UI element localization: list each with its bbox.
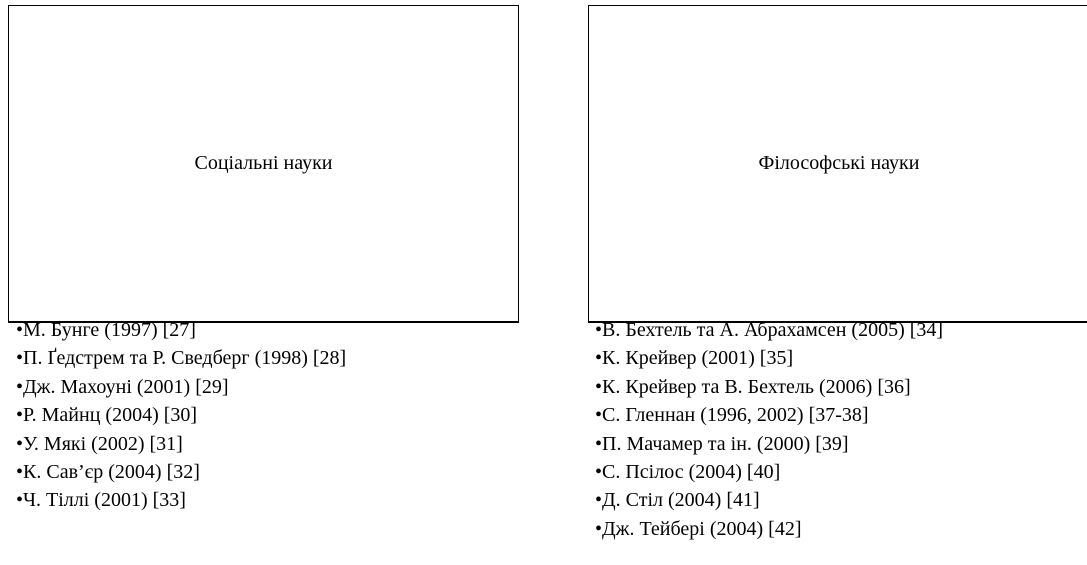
reference-item: В. Бехтель та А. Абрахамсен (2005) [34] bbox=[595, 316, 943, 344]
reference-item: С. Гленнан (1996, 2002) [37-38] bbox=[595, 401, 943, 429]
category-title: Соціальні науки bbox=[194, 152, 333, 174]
reference-item: С. Псілос (2004) [40] bbox=[595, 458, 943, 486]
reference-item: Ч. Тіллі (2001) [33] bbox=[16, 486, 346, 514]
reference-item: Дж. Махоуні (2001) [29] bbox=[16, 373, 346, 401]
reference-item: У. Мякі (2002) [31] bbox=[16, 430, 346, 458]
reference-item: П. Ґедстрем та Р. Сведберг (1998) [28] bbox=[16, 344, 346, 372]
category-box: Філософські науки bbox=[588, 5, 1087, 323]
reference-item: Дж. Тейбері (2004) [42] bbox=[595, 515, 943, 543]
reference-item: Д. Стіл (2004) [41] bbox=[595, 486, 943, 514]
reference-list: М. Бунге (1997) [27]П. Ґедстрем та Р. Св… bbox=[16, 316, 346, 515]
reference-list: В. Бехтель та А. Абрахамсен (2005) [34]К… bbox=[595, 316, 943, 543]
category-title: Філософські науки bbox=[758, 152, 920, 174]
category-box: Соціальні науки bbox=[8, 5, 519, 323]
reference-item: К. Крейвер (2001) [35] bbox=[595, 344, 943, 372]
reference-item: К. Сав’єр (2004) [32] bbox=[16, 458, 346, 486]
reference-item: К. Крейвер та В. Бехтель (2006) [36] bbox=[595, 373, 943, 401]
reference-item: П. Мачамер та ін. (2000) [39] bbox=[595, 430, 943, 458]
reference-item: Р. Майнц (2004) [30] bbox=[16, 401, 346, 429]
reference-item: М. Бунге (1997) [27] bbox=[16, 316, 346, 344]
